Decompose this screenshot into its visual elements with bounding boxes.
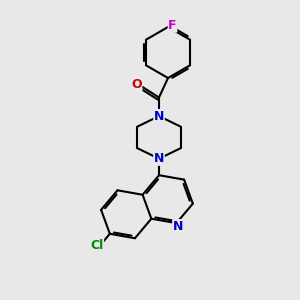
Text: N: N xyxy=(154,110,164,123)
Text: O: O xyxy=(131,78,142,91)
Text: F: F xyxy=(168,19,177,32)
Text: N: N xyxy=(173,220,183,232)
Text: N: N xyxy=(154,152,164,165)
Text: Cl: Cl xyxy=(90,239,104,252)
